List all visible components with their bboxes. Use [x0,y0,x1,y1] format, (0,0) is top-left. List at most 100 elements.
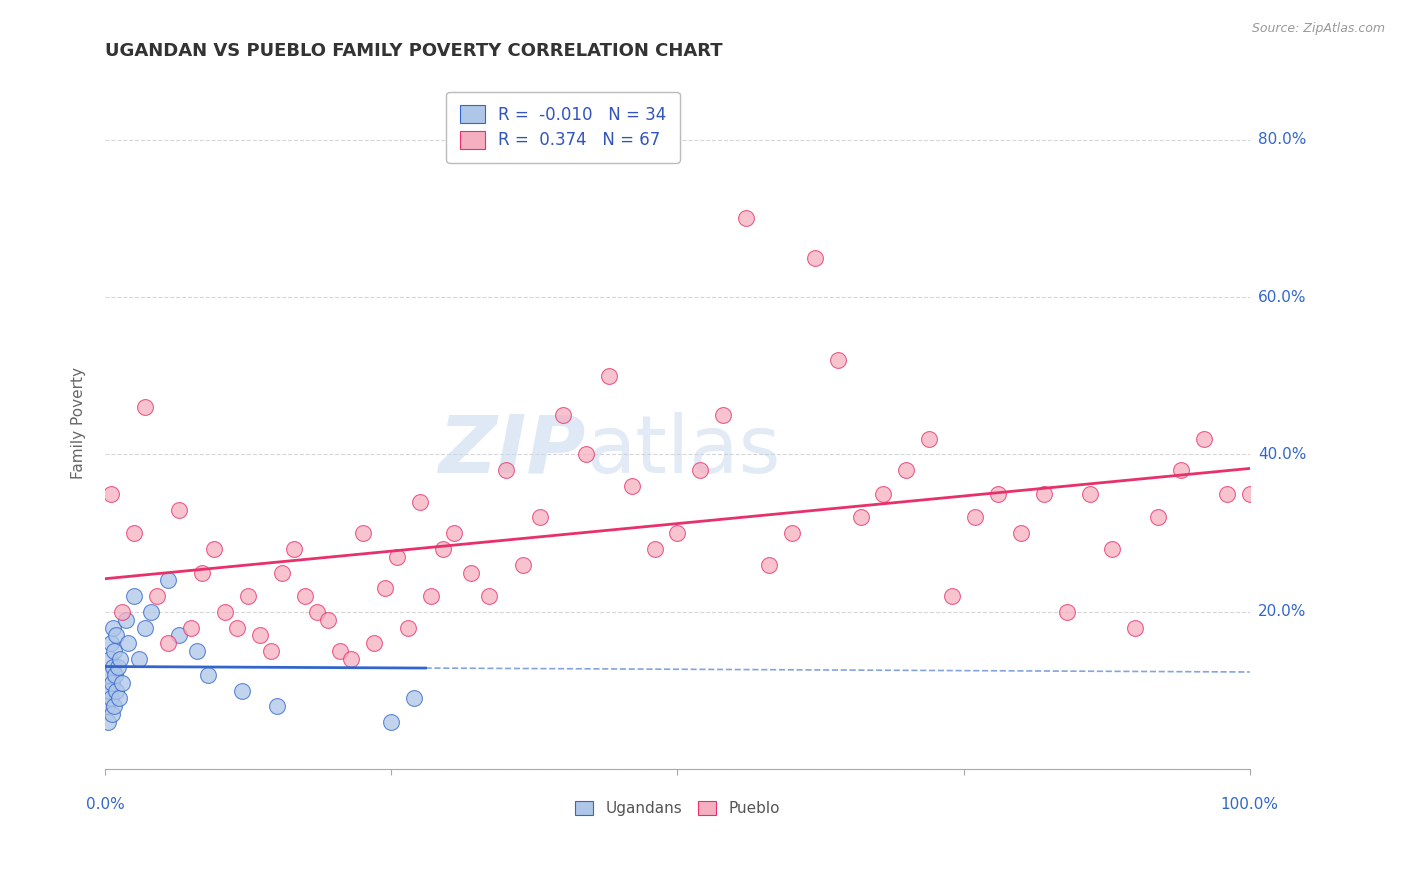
Point [169,628,191,642]
Point [551,408,574,422]
Point [1123,621,1146,635]
Point [1192,432,1215,446]
Point [134,401,156,415]
Point [101,675,124,690]
Point [1010,526,1032,541]
Point [380,714,402,729]
Point [271,566,294,580]
Point [329,644,352,658]
Point [396,621,419,635]
Point [107,660,129,674]
Point [100,691,122,706]
Point [363,636,385,650]
Point [420,589,443,603]
Point [620,479,643,493]
Point [644,541,666,556]
Point [145,589,167,603]
Point [1147,510,1170,524]
Point [266,699,288,714]
Point [122,589,145,603]
Point [225,621,247,635]
Point [105,683,128,698]
Point [169,502,191,516]
Point [1216,487,1239,501]
Point [896,463,918,477]
Point [96,699,118,714]
Text: 80.0%: 80.0% [1258,132,1306,147]
Point [409,494,432,508]
Point [512,558,534,572]
Point [283,541,305,556]
Point [180,621,202,635]
Point [1239,487,1261,501]
Point [249,628,271,642]
Point [987,487,1010,501]
Text: 20.0%: 20.0% [1258,605,1306,619]
Point [918,432,941,446]
Point [460,566,482,580]
Text: 0.0%: 0.0% [86,797,124,812]
Point [404,691,426,706]
Point [711,408,734,422]
Point [105,628,128,642]
Point [100,487,122,501]
Point [1078,487,1101,501]
Point [98,652,121,666]
Point [385,549,408,564]
Point [97,668,120,682]
Point [117,636,139,650]
Point [827,353,849,368]
Point [100,636,122,650]
Text: ZIP: ZIP [439,411,586,490]
Text: UGANDAN VS PUEBLO FAMILY POVERTY CORRELATION CHART: UGANDAN VS PUEBLO FAMILY POVERTY CORRELA… [105,42,723,60]
Point [111,605,134,619]
Point [941,589,963,603]
Point [101,621,124,635]
Text: 60.0%: 60.0% [1258,290,1306,304]
Point [963,510,986,524]
Point [689,463,711,477]
Point [156,636,179,650]
Point [191,566,214,580]
Point [97,714,120,729]
Point [374,581,396,595]
Point [1170,463,1192,477]
Point [134,621,156,635]
Point [575,447,598,461]
Point [214,605,236,619]
Point [316,613,339,627]
Y-axis label: Family Poverty: Family Poverty [72,367,86,479]
Point [477,589,499,603]
Text: Source: ZipAtlas.com: Source: ZipAtlas.com [1251,22,1385,36]
Point [443,526,465,541]
Point [432,541,454,556]
Point [305,605,328,619]
Point [202,541,225,556]
Point [186,644,208,658]
Point [598,368,620,383]
Point [529,510,551,524]
Point [197,668,219,682]
Point [103,644,125,658]
Point [1101,541,1123,556]
Point [735,211,758,226]
Point [352,526,374,541]
Point [108,652,131,666]
Point [780,526,803,541]
Point [758,558,780,572]
Point [1032,487,1054,501]
Text: 40.0%: 40.0% [1258,447,1306,462]
Point [849,510,872,524]
Point [1056,605,1078,619]
Text: 100.0%: 100.0% [1220,797,1279,812]
Point [236,589,259,603]
Point [872,487,894,501]
Legend: Ugandans, Pueblo: Ugandans, Pueblo [568,794,787,824]
Point [101,707,124,722]
Point [122,526,145,541]
Point [107,691,129,706]
Point [101,660,124,674]
Point [231,683,253,698]
Point [156,574,179,588]
Text: atlas: atlas [586,411,780,490]
